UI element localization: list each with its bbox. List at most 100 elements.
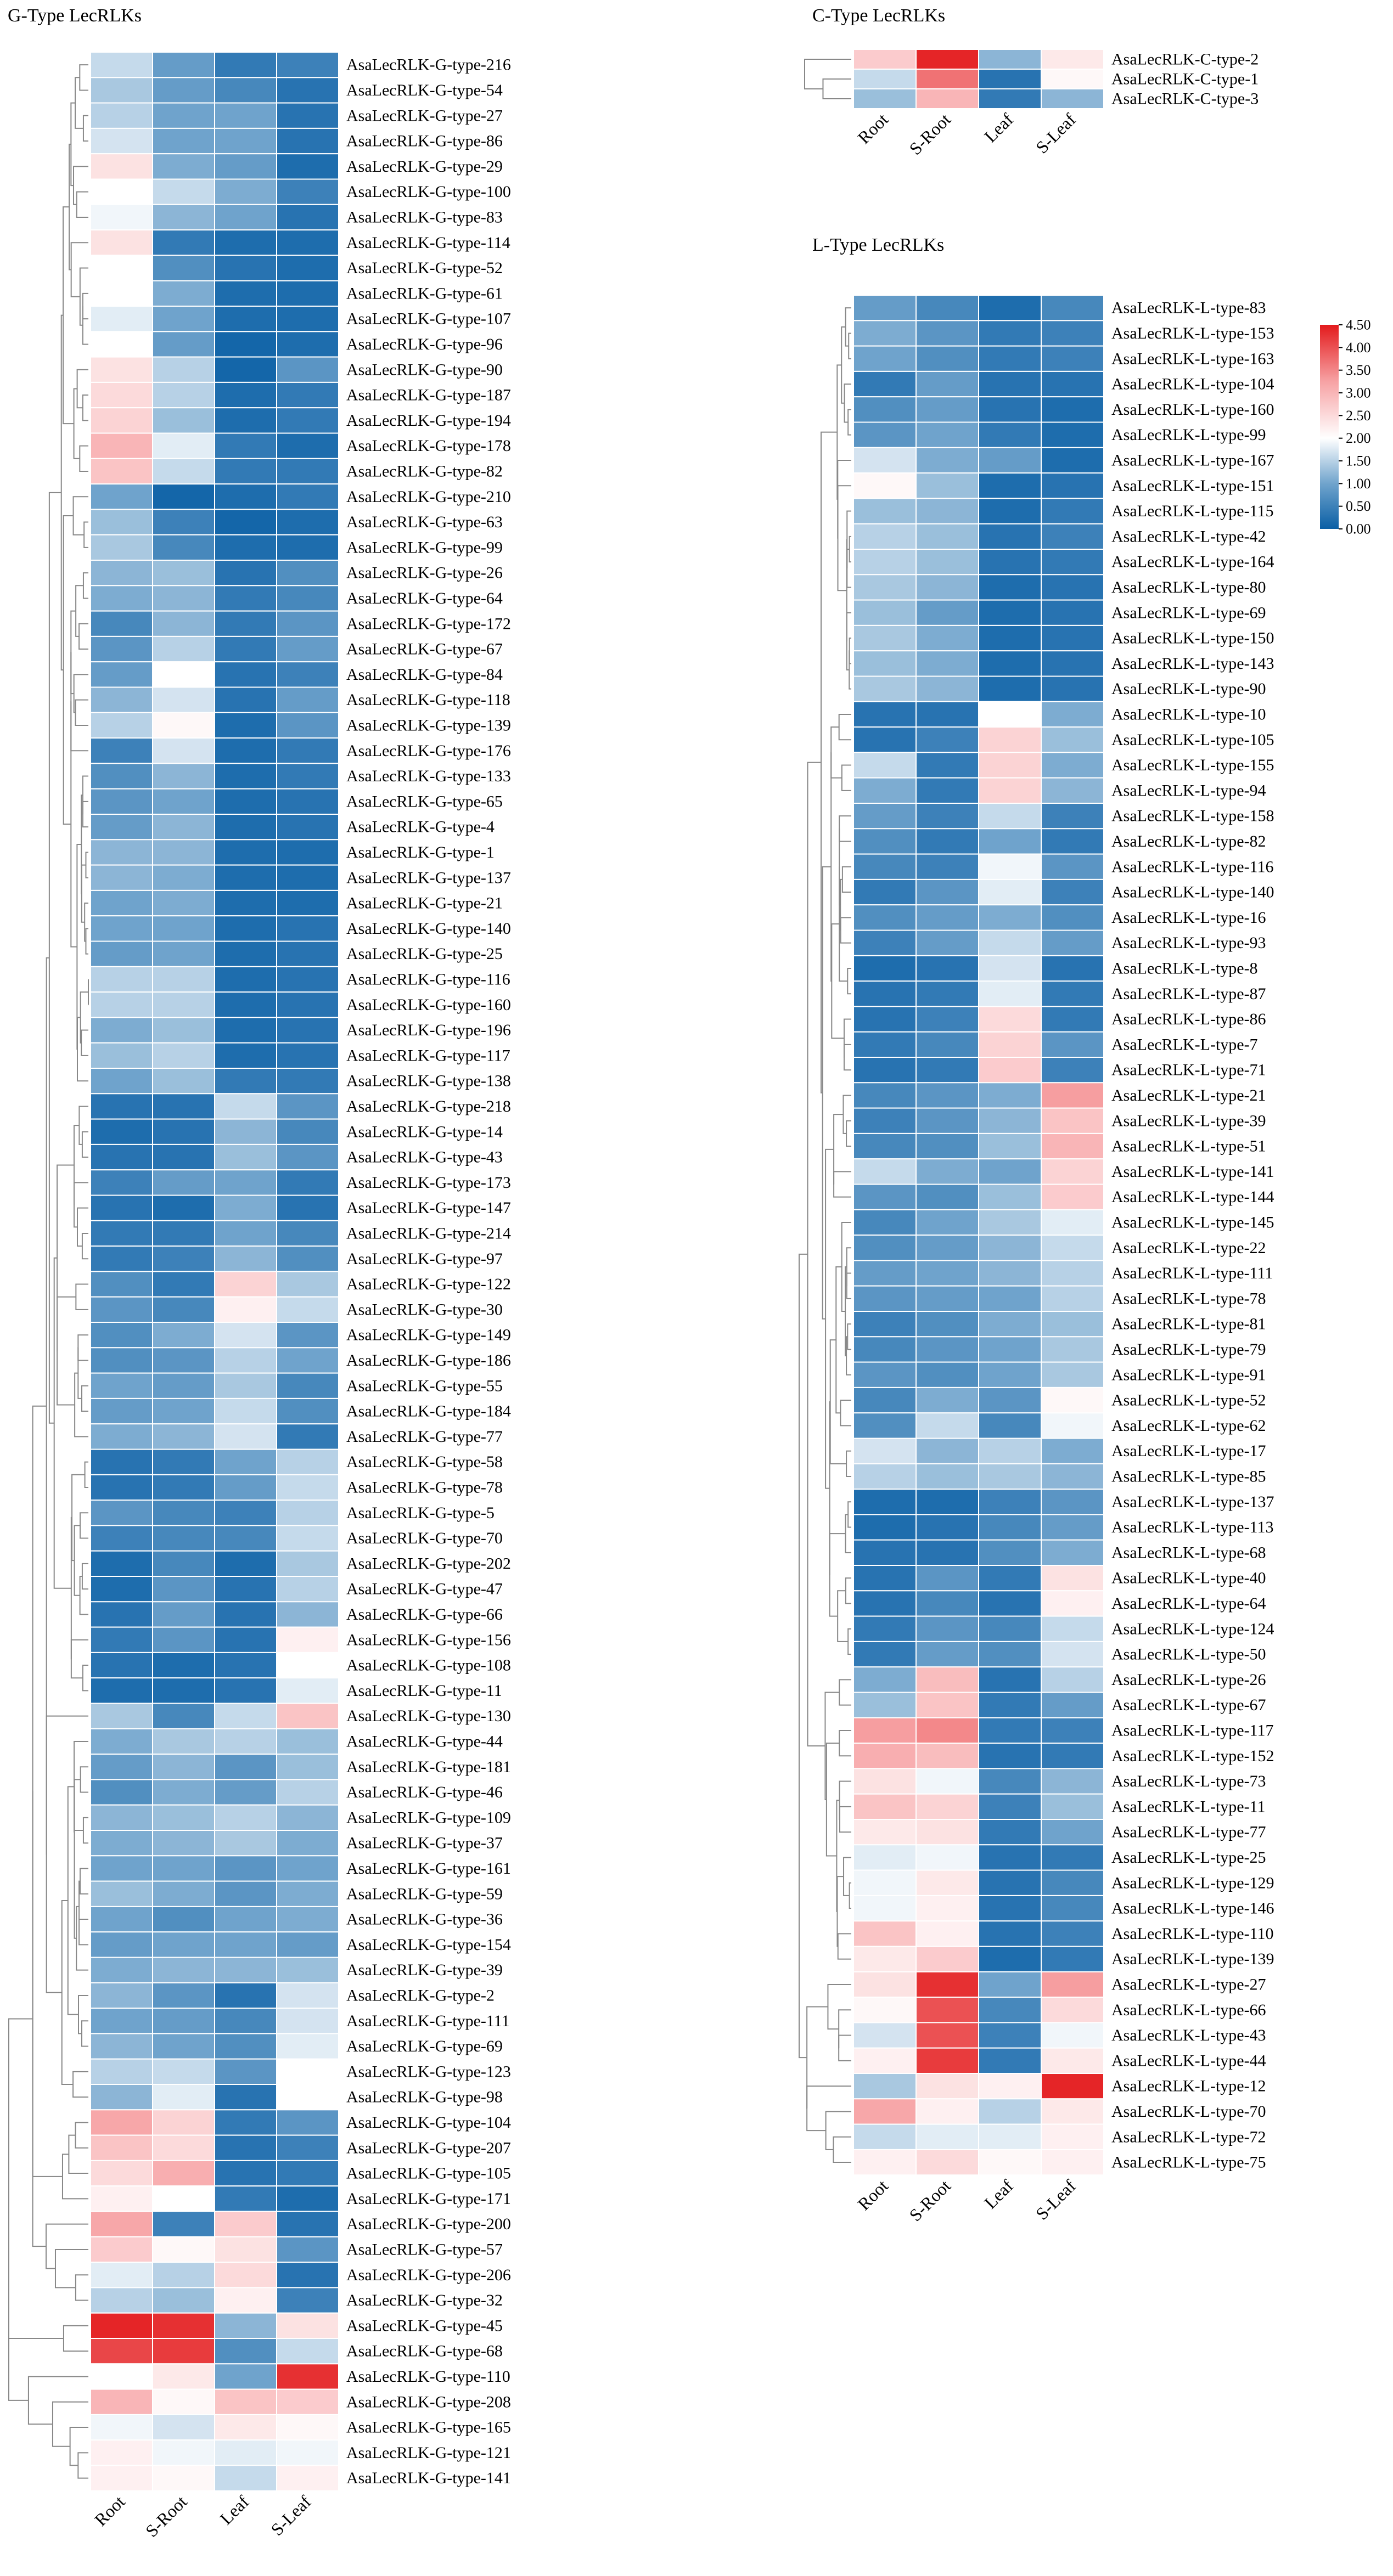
g-heatmap-cell bbox=[214, 1169, 277, 1196]
g-heatmap-cell bbox=[214, 915, 277, 942]
g-dendrogram-branch bbox=[74, 1372, 88, 1438]
l-dendrogram-branch bbox=[838, 2034, 851, 2061]
l-dendrogram-branch bbox=[835, 1266, 842, 1414]
g-row-label: AsaLecRLK-G-type-130 bbox=[346, 1707, 511, 1725]
g-heatmap-cell bbox=[152, 1550, 215, 1577]
g-heatmap-cell bbox=[90, 1322, 153, 1349]
g-heatmap-cell bbox=[90, 1271, 153, 1298]
l-heatmap-cell bbox=[853, 1336, 917, 1363]
l-heatmap-cell bbox=[915, 675, 979, 702]
l-dendrogram-branch bbox=[847, 409, 851, 436]
l-heatmap-cell bbox=[915, 650, 979, 677]
l-heatmap-cell bbox=[915, 549, 979, 576]
l-column-label: Root bbox=[853, 2176, 892, 2214]
l-dendrogram-branch bbox=[841, 866, 851, 893]
g-row-label: AsaLecRLK-G-type-165 bbox=[346, 2419, 511, 2437]
g-heatmap-cell bbox=[152, 1068, 215, 1095]
l-heatmap-cell bbox=[915, 2022, 979, 2049]
l-dendrogram-branch bbox=[839, 815, 851, 842]
g-heatmap-cell bbox=[276, 1474, 339, 1501]
l-heatmap-cell bbox=[1041, 1743, 1104, 1769]
g-heatmap-cell bbox=[152, 1754, 215, 1780]
l-heatmap-cell bbox=[853, 1183, 917, 1210]
l-heatmap-cell bbox=[1041, 1438, 1104, 1464]
g-heatmap-cell bbox=[276, 2084, 339, 2111]
g-heatmap-cell bbox=[90, 458, 153, 485]
l-heatmap-cell bbox=[915, 1183, 979, 1210]
g-heatmap-cell bbox=[214, 560, 277, 587]
g-heatmap-cell bbox=[90, 763, 153, 790]
l-heatmap-cell bbox=[853, 752, 917, 779]
l-heatmap-cell bbox=[853, 1971, 917, 1998]
l-heatmap-cell bbox=[978, 777, 1042, 804]
g-dendrogram-branch bbox=[78, 1994, 88, 2034]
g-heatmap-cell bbox=[152, 52, 215, 78]
l-row-label: AsaLecRLK-L-type-129 bbox=[1111, 1874, 1274, 1892]
l-heatmap-cell bbox=[978, 396, 1042, 423]
l-heatmap-cell bbox=[1041, 1946, 1104, 1972]
g-row-label: AsaLecRLK-G-type-147 bbox=[346, 1199, 511, 1217]
g-heatmap-cell bbox=[90, 1143, 153, 1171]
g-heatmap-cell bbox=[214, 1474, 277, 1501]
l-heatmap-cell bbox=[978, 1793, 1042, 1820]
g-heatmap-cell bbox=[276, 1576, 339, 1603]
g-heatmap-cell bbox=[90, 255, 153, 281]
g-heatmap-cell bbox=[90, 2465, 153, 2492]
l-heatmap-cell bbox=[978, 904, 1042, 931]
l-heatmap-cell bbox=[915, 2047, 979, 2074]
g-heatmap-cell bbox=[276, 1245, 339, 1272]
l-heatmap-cell bbox=[853, 1107, 917, 1134]
g-heatmap-cell bbox=[214, 255, 277, 281]
g-heatmap-cell bbox=[276, 1830, 339, 1857]
g-dendrogram-branch bbox=[77, 1334, 88, 1361]
g-heatmap-cell bbox=[152, 2134, 215, 2161]
l-heatmap-cell bbox=[978, 2022, 1042, 2049]
l-heatmap-cell bbox=[978, 1438, 1042, 1464]
g-heatmap-cell bbox=[152, 763, 215, 790]
l-heatmap-cell bbox=[915, 929, 979, 956]
g-heatmap-cell bbox=[152, 229, 215, 256]
l-heatmap-cell bbox=[1041, 2123, 1104, 2150]
l-heatmap-cell bbox=[915, 1209, 979, 1236]
l-heatmap-cell bbox=[853, 726, 917, 753]
l-heatmap-cell bbox=[853, 599, 917, 626]
g-heatmap-cell bbox=[214, 1118, 277, 1145]
g-heatmap-cell bbox=[214, 1143, 277, 1171]
g-row-label: AsaLecRLK-G-type-114 bbox=[346, 234, 510, 252]
g-heatmap-cell bbox=[90, 1194, 153, 1221]
g-heatmap-cell bbox=[276, 2388, 339, 2415]
l-dendrogram-branch bbox=[839, 1679, 851, 1706]
g-heatmap-cell bbox=[276, 2033, 339, 2060]
g-heatmap-cell bbox=[214, 1677, 277, 1704]
l-heatmap-cell bbox=[915, 624, 979, 652]
l-heatmap-cell bbox=[915, 345, 979, 372]
g-row-label: AsaLecRLK-G-type-140 bbox=[346, 920, 511, 938]
l-row-label: AsaLecRLK-L-type-50 bbox=[1111, 1645, 1266, 1664]
g-heatmap-cell bbox=[152, 1931, 215, 1958]
g-heatmap-cell bbox=[276, 1143, 339, 1171]
l-row-label: AsaLecRLK-L-type-124 bbox=[1111, 1620, 1274, 1638]
l-row-label: AsaLecRLK-L-type-66 bbox=[1111, 2001, 1266, 2019]
l-heatmap-cell bbox=[915, 980, 979, 1007]
g-heatmap-cell bbox=[276, 2185, 339, 2212]
g-dendrogram-branch bbox=[75, 1283, 88, 1310]
l-heatmap-cell bbox=[853, 1920, 917, 1947]
l-dendrogram-branch bbox=[806, 2085, 851, 2132]
c-heatmap-cell bbox=[1041, 49, 1104, 70]
l-heatmap-cell bbox=[853, 320, 917, 347]
g-row-label: AsaLecRLK-G-type-69 bbox=[346, 2037, 503, 2055]
g-heatmap-cell bbox=[214, 1245, 277, 1272]
g-heatmap-cell bbox=[214, 2033, 277, 2060]
g-heatmap-cell bbox=[90, 1754, 153, 1780]
g-row-label: AsaLecRLK-G-type-218 bbox=[346, 1097, 511, 1115]
l-heatmap-cell bbox=[853, 447, 917, 474]
g-dendrogram-branch bbox=[76, 1017, 88, 1082]
g-heatmap-cell bbox=[152, 1118, 215, 1145]
g-heatmap-cell bbox=[214, 127, 277, 155]
g-heatmap-cell bbox=[276, 2134, 339, 2161]
g-row-label: AsaLecRLK-G-type-90 bbox=[346, 360, 503, 379]
g-dendrogram-branch bbox=[63, 206, 74, 425]
c-type-title: C-Type LecRLKs bbox=[812, 5, 946, 26]
l-heatmap-cell bbox=[915, 1565, 979, 1592]
g-heatmap-cell bbox=[152, 1397, 215, 1425]
